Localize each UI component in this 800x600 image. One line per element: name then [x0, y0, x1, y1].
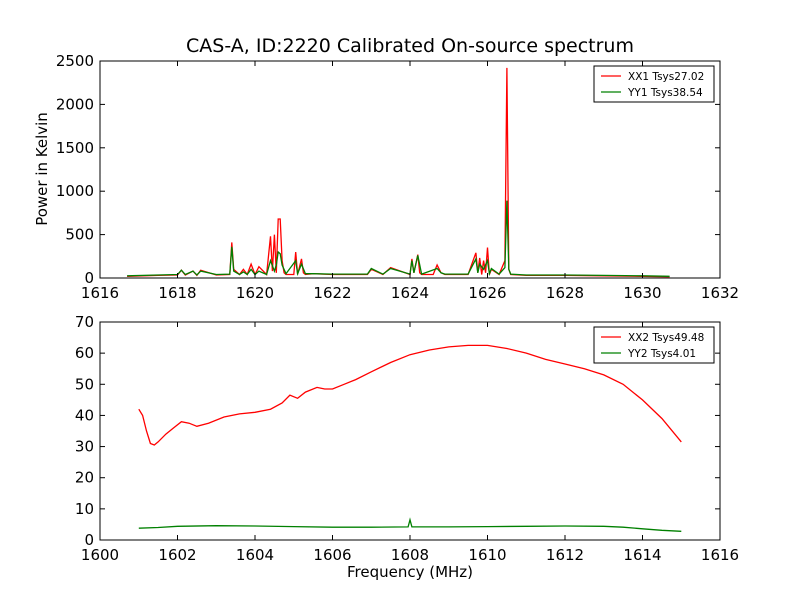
legend-label: XX1 Tsys27.02 — [628, 71, 704, 83]
x-tick-label: 1630 — [623, 284, 661, 302]
y-tick-label: 20 — [75, 469, 94, 487]
legend: XX2 Tsys49.48 YY2 Tsys4.01 — [593, 326, 715, 364]
x-tick-label: 1616 — [701, 546, 739, 564]
legend-box — [593, 326, 715, 364]
y-tick-label: 0 — [84, 531, 94, 549]
x-tick-label: 1624 — [391, 284, 429, 302]
y-tick-label: 2500 — [56, 52, 94, 70]
x-tick-label: 1614 — [623, 546, 661, 564]
y-tick-label: 1500 — [56, 139, 94, 157]
x-tick-label: 1626 — [468, 284, 506, 302]
chart-title: CAS-A, ID:2220 Calibrated On-source spec… — [186, 35, 634, 57]
x-tick-label: 1606 — [313, 546, 351, 564]
x-tick-label: 1632 — [701, 284, 739, 302]
x-tick-label: 1628 — [546, 284, 584, 302]
series-line-1 — [138, 344, 682, 446]
y-tick-label: 40 — [75, 406, 94, 424]
x-tick-label: 1602 — [158, 546, 196, 564]
bottom-plot-area: 1600 1602 1604 1606 1608 1610 1612 1614 1616 0 10 2… — [75, 313, 739, 564]
legend-box — [593, 65, 715, 103]
y-axis-label: Power in Kelvin — [33, 112, 51, 226]
x-tick-label: 1612 — [546, 546, 584, 564]
x-tick-label: 1620 — [236, 284, 274, 302]
y-tick-label: 70 — [75, 313, 94, 331]
top-plot-area: 1616 1618 1620 1622 1624 1626 1628 1630 1632 0 500… — [56, 52, 739, 302]
y-tick-label: 0 — [84, 269, 94, 287]
y-tick-label: 2000 — [56, 95, 94, 113]
x-axis-label: Frequency (MHz) — [347, 563, 473, 581]
x-tick-label: 1618 — [158, 284, 196, 302]
x-tick-label: 1600 — [81, 546, 119, 564]
x-tick-label: 1604 — [236, 546, 274, 564]
top-spectrum-panel: CAS-A, ID:2220 Calibrated On-source spec… — [33, 35, 739, 302]
legend-label: XX2 Tsys49.48 — [628, 332, 704, 344]
x-tick-label: 1608 — [391, 546, 429, 564]
x-tick-label: 1622 — [313, 284, 351, 302]
y-tick-label: 30 — [75, 438, 94, 456]
bottom-spectrum-panel: Frequency (MHz) 1600 1602 1604 1606 1608 1610… — [75, 313, 739, 581]
y-tick-label: 1000 — [56, 182, 94, 200]
y-tick-label: 500 — [65, 226, 94, 244]
series-line-2 — [138, 517, 682, 532]
y-tick-label: 50 — [75, 375, 94, 393]
x-tick-label: 1616 — [81, 284, 119, 302]
y-tick-label: 60 — [75, 344, 94, 362]
legend: XX1 Tsys27.02 YY1 Tsys38.54 — [593, 65, 715, 103]
legend-label: YY1 Tsys38.54 — [627, 87, 703, 99]
legend-label: YY2 Tsys4.01 — [627, 348, 696, 360]
x-tick-label: 1610 — [468, 546, 506, 564]
y-tick-label: 10 — [75, 500, 94, 518]
